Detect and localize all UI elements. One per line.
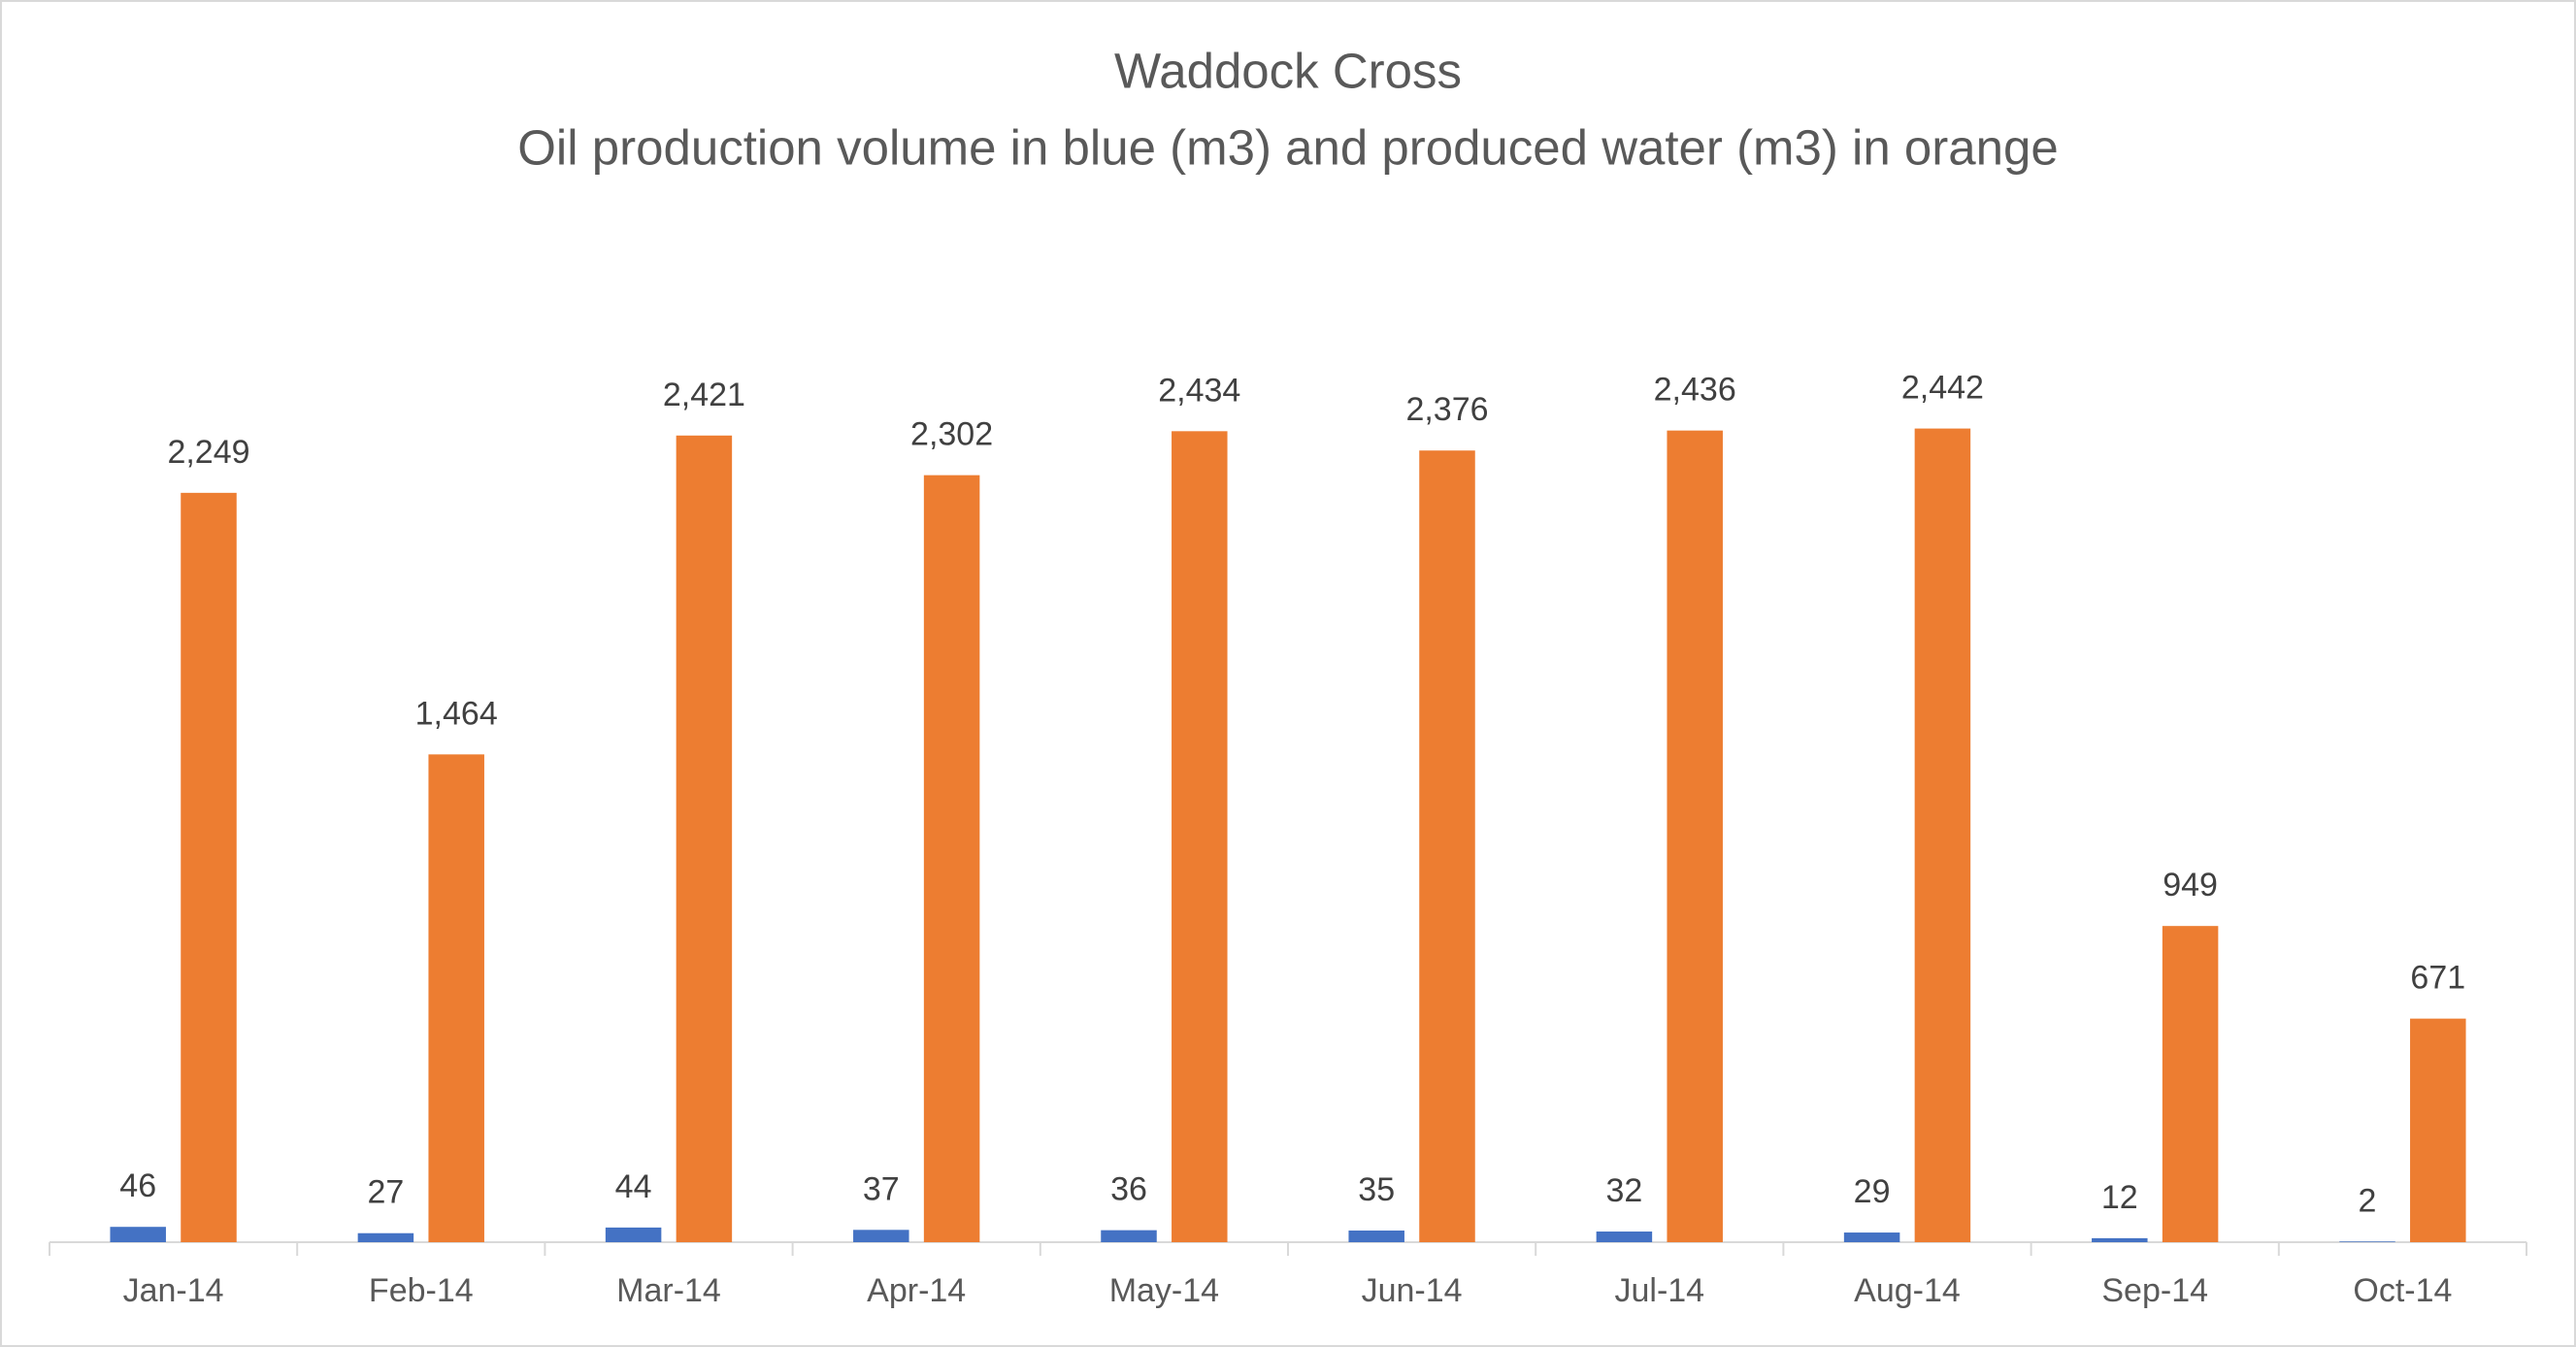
chart-subtitle: Oil production volume in blue (m3) and p… (517, 119, 2058, 175)
bar (2410, 1018, 2466, 1242)
data-label: 671 (2410, 960, 2465, 997)
x-tick-label: Jun-14 (1362, 1272, 1463, 1309)
bar (923, 475, 980, 1242)
bar (110, 1227, 166, 1242)
bar (2162, 926, 2219, 1242)
data-label: 2 (2359, 1182, 2377, 1219)
data-label: 2,436 (1654, 372, 1736, 409)
x-tick-label: Mar-14 (616, 1272, 721, 1309)
data-label: 2,442 (1901, 370, 1984, 407)
bar (1596, 1232, 1653, 1242)
bar (2339, 1241, 2395, 1242)
bar (1914, 428, 1971, 1243)
bar (605, 1227, 662, 1242)
data-label: 46 (119, 1167, 156, 1204)
bar (1348, 1230, 1404, 1242)
data-label: 12 (2101, 1179, 2138, 1216)
bar (1101, 1230, 1157, 1242)
bar (1667, 430, 1723, 1242)
data-label: 1,464 (415, 695, 498, 732)
data-label: 2,302 (910, 416, 993, 453)
x-tick-label: Aug-14 (1854, 1272, 1961, 1309)
data-label: 2,421 (663, 377, 745, 413)
bar (676, 435, 733, 1242)
bar (2092, 1237, 2148, 1242)
data-label: 32 (1605, 1172, 1642, 1209)
x-tick-label: May-14 (1109, 1272, 1219, 1309)
x-tick-label: Oct-14 (2353, 1272, 2452, 1309)
x-tick-label: Jul-14 (1614, 1272, 1704, 1309)
bar (853, 1230, 909, 1242)
data-label: 27 (367, 1174, 404, 1211)
bar (357, 1232, 414, 1242)
data-label: 37 (863, 1170, 900, 1207)
chart-title: Waddock Cross (1114, 43, 1462, 98)
bar (1172, 431, 1228, 1242)
bar (181, 492, 237, 1242)
bar (1419, 450, 1475, 1242)
data-label: 2,249 (167, 434, 249, 471)
data-label: 2,434 (1158, 372, 1240, 409)
data-label: 35 (1358, 1171, 1395, 1208)
data-label: 949 (2163, 867, 2218, 903)
x-tick-label: Sep-14 (2101, 1272, 2208, 1309)
bar (1843, 1232, 1900, 1242)
data-label: 29 (1854, 1173, 1891, 1210)
bar (428, 754, 484, 1242)
data-label: 44 (615, 1168, 652, 1205)
x-tick-label: Apr-14 (867, 1272, 966, 1309)
data-label: 36 (1110, 1171, 1147, 1208)
x-tick-label: Feb-14 (369, 1272, 474, 1309)
x-tick-label: Jan-14 (123, 1272, 224, 1309)
data-label: 2,376 (1405, 391, 1488, 428)
